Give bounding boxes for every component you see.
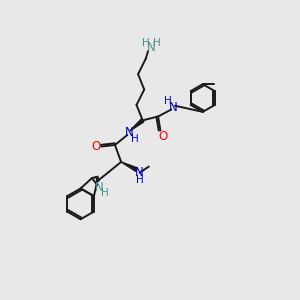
Text: N: N	[169, 101, 178, 114]
Text: H: H	[142, 38, 150, 48]
Text: H: H	[164, 96, 172, 106]
Text: N: N	[135, 166, 144, 179]
Text: N: N	[147, 41, 155, 55]
Text: H: H	[131, 134, 139, 144]
Text: N: N	[124, 126, 133, 139]
Text: O: O	[91, 140, 100, 153]
Polygon shape	[121, 162, 137, 171]
Text: N: N	[95, 181, 104, 194]
Polygon shape	[130, 119, 144, 131]
Text: H: H	[136, 175, 143, 184]
Text: H: H	[101, 188, 109, 198]
Text: O: O	[158, 130, 167, 143]
Text: H: H	[153, 38, 161, 48]
